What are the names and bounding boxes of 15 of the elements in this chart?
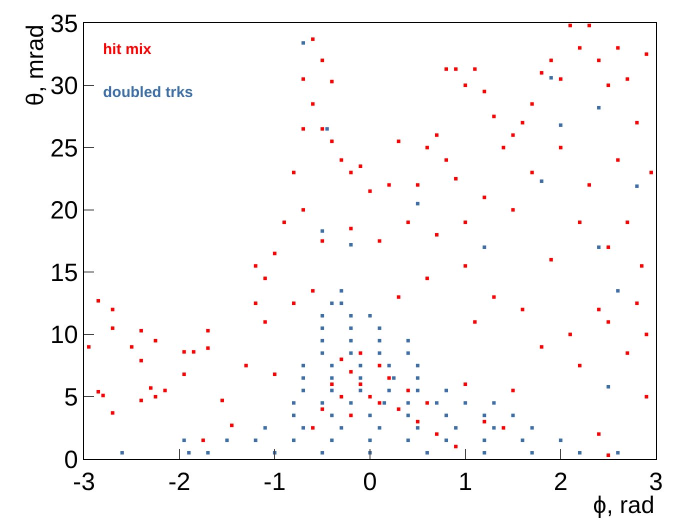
y-tick-label: 15 [50,258,78,287]
y-tick-label: 35 [50,10,78,38]
x-tick-label: -2 [168,468,190,496]
y-tick-label: 10 [50,321,78,350]
x-tick-label: -1 [264,468,286,496]
text: hit mix [103,41,152,58]
y-tick-label: 5 [64,383,78,412]
x-tick-label: 0 [363,468,377,496]
y-tick-label: 20 [50,196,78,225]
x-tick-label: 1 [458,468,472,496]
y-axis-title: θ, mrad [22,24,49,106]
text: doubled trks [103,84,194,101]
y-tick-label: 30 [50,72,78,100]
x-tick-label: 2 [554,468,568,496]
y-tick-label: 25 [50,134,78,162]
